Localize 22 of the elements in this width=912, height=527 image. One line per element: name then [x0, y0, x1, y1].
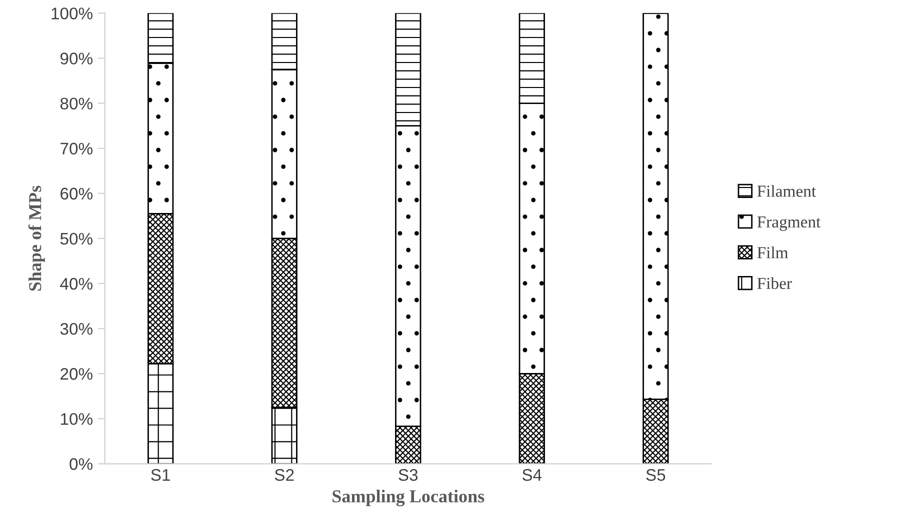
y-tick-label: 40%: [60, 278, 92, 290]
y-tick-label: 80%: [60, 98, 92, 110]
y-tick-label: 30%: [60, 322, 92, 335]
legend-label: Fragment: [757, 216, 821, 231]
y-tick-label: 70%: [60, 142, 92, 155]
legend-label: Filament: [757, 185, 816, 197]
x-tick-label: S2: [274, 469, 294, 481]
y-tick-label: 60%: [60, 188, 92, 200]
y-tick-label: 100%: [52, 8, 92, 20]
y-tick-label: 0%: [70, 458, 92, 470]
x-tick-label: S1: [151, 469, 170, 481]
y-axis-title: Shape of MPs: [28, 186, 45, 291]
y-tick-label: 50%: [60, 232, 92, 245]
x-tick-label: S4: [522, 469, 542, 481]
legend-label: Film: [757, 246, 788, 258]
x-tick-label: S5: [646, 469, 666, 481]
x-tick-label: S3: [398, 469, 418, 481]
legend-label: Fiber: [757, 277, 792, 290]
y-tick-label: 20%: [60, 368, 92, 380]
y-tick-label: 90%: [60, 52, 92, 64]
x-axis-title: Sampling Locations: [332, 490, 484, 506]
y-tick-label: 10%: [60, 413, 92, 425]
